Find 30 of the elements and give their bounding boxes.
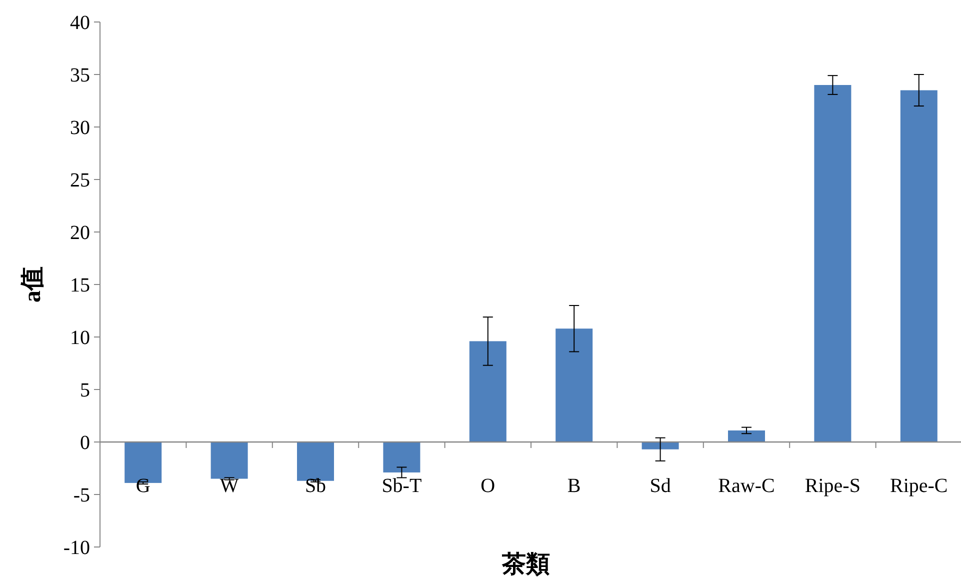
y-tick-label: -10 [63, 537, 90, 559]
y-tick-label: 30 [70, 117, 90, 139]
bar [469, 341, 506, 442]
bar [210, 442, 248, 479]
x-tick-label: Ripe-C [890, 475, 948, 497]
x-tick-label: W [220, 475, 239, 497]
y-tick-label: 25 [70, 170, 90, 192]
y-tick-label: 10 [70, 327, 90, 349]
bar [814, 85, 852, 442]
y-tick-label: 20 [70, 222, 90, 244]
x-tick-label: B [567, 475, 581, 497]
y-tick-label: 35 [70, 64, 90, 86]
x-tick-label: O [480, 475, 496, 497]
y-tick-label: 5 [80, 380, 90, 402]
x-tick-label: Raw-C [718, 475, 775, 497]
bar [556, 328, 593, 442]
bar [383, 442, 420, 472]
y-tick-label: 0 [80, 432, 90, 454]
bar [642, 442, 679, 450]
y-tick-label: 40 [70, 12, 90, 34]
bar [728, 430, 765, 442]
bar [900, 90, 938, 442]
y-tick-label: 15 [70, 274, 90, 296]
x-tick-label: Ripe-S [804, 475, 860, 497]
x-tick-label: Sb-T [382, 475, 422, 497]
x-tick-label: Sb [304, 475, 326, 497]
y-tick-label: -5 [73, 484, 90, 506]
x-axis-title: 茶類 [501, 551, 550, 578]
y-axis-title: a值 [20, 266, 46, 302]
x-tick-label: Sd [650, 475, 671, 497]
